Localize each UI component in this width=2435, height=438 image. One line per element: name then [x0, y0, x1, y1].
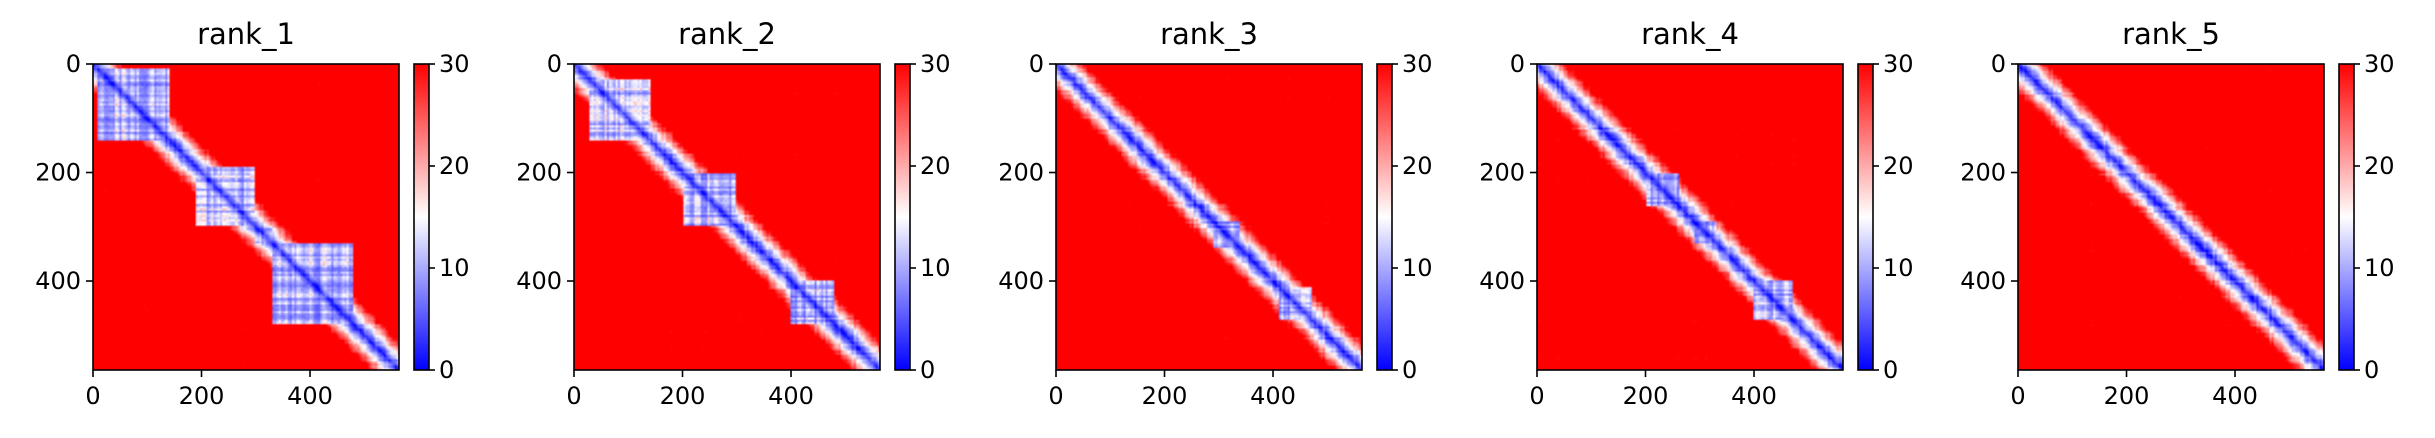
colorbar — [2338, 63, 2355, 371]
colorbar-tick-label: 20 — [439, 152, 470, 180]
colorbar-tick-label: 0 — [439, 356, 454, 384]
x-tick-label: 0 — [2010, 382, 2025, 410]
colorbar — [413, 63, 430, 371]
panel-title: rank_3 — [1160, 17, 1258, 51]
x-tick-label: 400 — [768, 382, 814, 410]
colorbar-tick-label: 30 — [920, 50, 951, 78]
heatmap-image — [93, 64, 399, 370]
panel-title: rank_5 — [2122, 17, 2220, 51]
x-tick-label: 400 — [1250, 382, 1296, 410]
x-tick-label: 0 — [566, 382, 581, 410]
colorbar-tick-label: 20 — [920, 152, 951, 180]
y-tick-label: 400 — [1960, 267, 2006, 295]
colorbar-tick-label: 30 — [439, 50, 470, 78]
y-tick-label: 400 — [998, 267, 1044, 295]
x-tick-label: 200 — [2104, 382, 2150, 410]
y-tick-label: 400 — [516, 267, 562, 295]
x-tick-label: 0 — [1048, 382, 1063, 410]
colorbar-tick-label: 10 — [439, 254, 470, 282]
y-tick-label: 400 — [35, 267, 81, 295]
colorbar — [1857, 63, 1874, 371]
colorbar-tick-label: 30 — [1402, 50, 1433, 78]
plot-frame — [92, 63, 400, 371]
y-tick-label: 0 — [1991, 50, 2006, 78]
x-tick-label: 400 — [2212, 382, 2258, 410]
x-tick-label: 400 — [1731, 382, 1777, 410]
y-tick-label: 400 — [1479, 267, 1525, 295]
colorbar-tick-label: 20 — [1402, 152, 1433, 180]
x-tick-label: 0 — [1529, 382, 1544, 410]
colorbar-tick-label: 20 — [1883, 152, 1914, 180]
colorbar — [894, 63, 911, 371]
panel-title: rank_4 — [1641, 17, 1739, 51]
heatmap-panel-1: rank_1 0 200 400 0 200 400 0 10 20 30 — [35, 17, 469, 410]
colorbar-tick-label: 10 — [2364, 254, 2395, 282]
plot-frame — [1536, 63, 1844, 371]
heatmap-panel-5: rank_5 0 200 400 0 200 400 0 10 20 30 — [1960, 17, 2394, 410]
x-tick-label: 400 — [287, 382, 333, 410]
x-tick-label: 200 — [179, 382, 225, 410]
colorbar-tick-label: 10 — [920, 254, 951, 282]
colorbar-tick-label: 20 — [2364, 152, 2395, 180]
heatmap-panel-4: rank_4 0 200 400 0 200 400 0 10 20 30 — [1479, 17, 1913, 410]
colorbar-tick-label: 0 — [1883, 356, 1898, 384]
plot-frame — [2017, 63, 2325, 371]
x-tick-label: 200 — [1142, 382, 1188, 410]
panel-title: rank_2 — [678, 17, 776, 51]
heatmap-panel-3: rank_3 0 200 400 0 200 400 0 10 20 30 — [998, 17, 1432, 410]
x-tick-label: 200 — [660, 382, 706, 410]
y-tick-label: 0 — [547, 50, 562, 78]
panel-title: rank_1 — [197, 17, 295, 51]
y-tick-label: 0 — [1510, 50, 1525, 78]
y-tick-label: 200 — [35, 159, 81, 187]
y-tick-label: 200 — [1960, 159, 2006, 187]
y-tick-label: 0 — [66, 50, 81, 78]
heatmap-image — [1056, 64, 1362, 370]
colorbar-tick-label: 0 — [2364, 356, 2379, 384]
heatmap-panel-2: rank_2 0 200 400 0 200 400 0 10 20 30 — [516, 17, 950, 410]
y-tick-label: 200 — [516, 159, 562, 187]
x-tick-label: 0 — [85, 382, 100, 410]
colorbar-tick-label: 30 — [2364, 50, 2395, 78]
colorbar-tick-label: 0 — [920, 356, 935, 384]
y-tick-label: 200 — [1479, 159, 1525, 187]
colorbar-tick-label: 0 — [1402, 356, 1417, 384]
plot-frame — [573, 63, 881, 371]
y-tick-label: 0 — [1029, 50, 1044, 78]
colorbar-tick-label: 30 — [1883, 50, 1914, 78]
heatmap-image — [574, 64, 880, 370]
colorbar — [1376, 63, 1393, 371]
plot-frame — [1055, 63, 1363, 371]
heatmap-image — [1537, 64, 1843, 370]
colorbar-tick-label: 10 — [1402, 254, 1433, 282]
y-tick-label: 200 — [998, 159, 1044, 187]
heatmap-image — [2018, 64, 2324, 370]
colorbar-tick-label: 10 — [1883, 254, 1914, 282]
x-tick-label: 200 — [1623, 382, 1669, 410]
